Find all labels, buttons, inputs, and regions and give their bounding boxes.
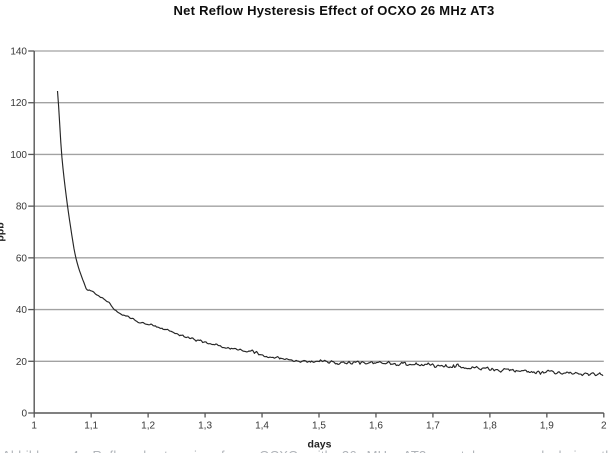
- svg-text:20: 20: [16, 357, 28, 368]
- svg-text:0: 0: [21, 409, 27, 420]
- svg-text:1: 1: [31, 421, 37, 432]
- svg-text:140: 140: [10, 47, 27, 58]
- svg-text:40: 40: [16, 305, 28, 316]
- svg-text:1,7: 1,7: [426, 421, 440, 432]
- svg-text:Net Reflow Hysteresis Effect o: Net Reflow Hysteresis Effect of OCXO 26 …: [174, 3, 495, 18]
- svg-text:1,3: 1,3: [198, 421, 212, 432]
- svg-text:days: days: [308, 438, 332, 450]
- svg-text:120: 120: [10, 98, 27, 109]
- svg-text:ppb: ppb: [0, 222, 7, 241]
- svg-text:1,5: 1,5: [312, 421, 326, 432]
- svg-text:1,6: 1,6: [369, 421, 383, 432]
- svg-text:1,4: 1,4: [255, 421, 269, 432]
- svg-text:2: 2: [601, 421, 607, 432]
- svg-text:1,2: 1,2: [141, 421, 155, 432]
- svg-text:60: 60: [16, 253, 28, 264]
- svg-text:100: 100: [10, 150, 27, 161]
- svg-text:80: 80: [16, 202, 28, 213]
- svg-text:1,9: 1,9: [540, 421, 554, 432]
- svg-text:1,8: 1,8: [483, 421, 497, 432]
- svg-text:1,1: 1,1: [84, 421, 98, 432]
